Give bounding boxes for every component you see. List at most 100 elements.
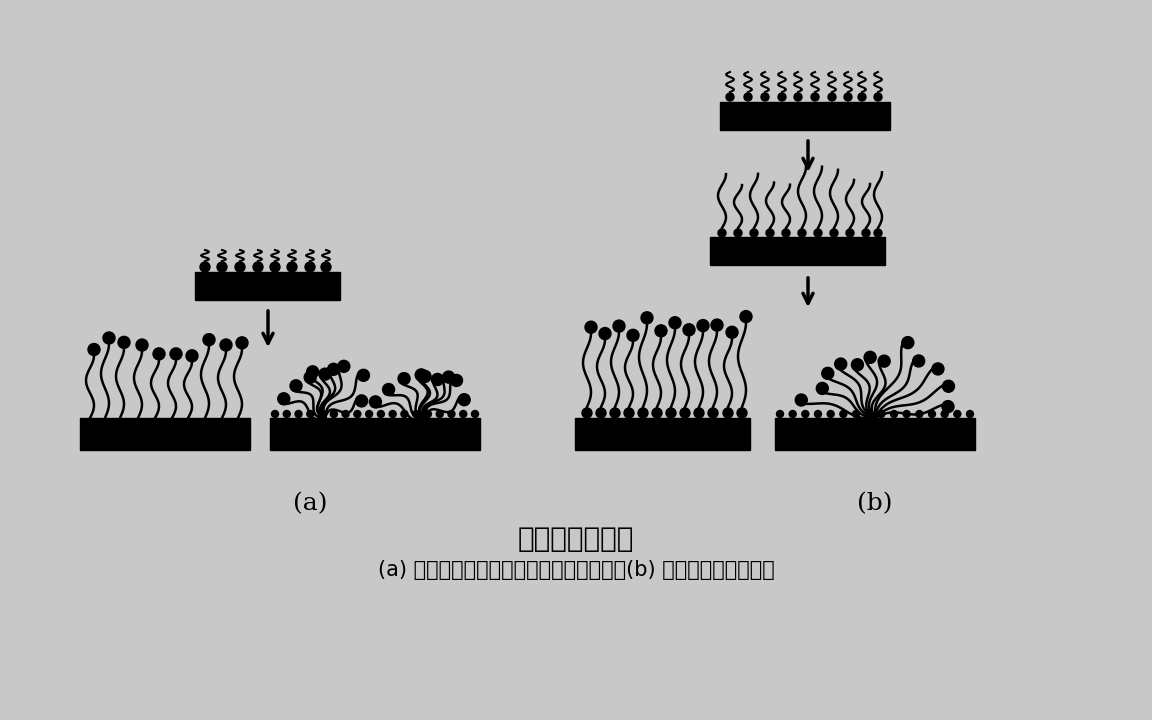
Circle shape [795,394,808,406]
Circle shape [641,312,653,324]
Circle shape [460,410,467,418]
Text: (a): (a) [293,492,327,515]
Circle shape [305,262,314,272]
Circle shape [814,229,823,237]
Circle shape [424,410,432,418]
Circle shape [744,93,752,101]
Circle shape [432,374,444,385]
Bar [270,418,480,450]
Circle shape [331,410,338,418]
Circle shape [835,358,847,370]
Circle shape [761,93,770,101]
Circle shape [382,384,395,395]
Circle shape [890,410,897,418]
Circle shape [916,410,923,418]
Circle shape [624,408,634,418]
Circle shape [458,394,470,406]
Circle shape [378,410,385,418]
Circle shape [740,310,752,323]
Circle shape [967,410,973,418]
Circle shape [638,408,647,418]
Text: (b): (b) [857,492,893,515]
Circle shape [217,262,227,272]
Circle shape [599,328,611,340]
Circle shape [929,410,935,418]
Circle shape [669,317,681,329]
Bar [195,272,340,300]
Circle shape [365,410,372,418]
Circle shape [941,410,948,418]
Circle shape [874,229,882,237]
Circle shape [290,380,302,392]
Circle shape [319,368,331,380]
Circle shape [448,410,455,418]
Circle shape [912,355,925,367]
Circle shape [419,370,431,382]
Circle shape [253,262,263,272]
Circle shape [794,93,802,101]
Circle shape [327,364,340,375]
Circle shape [370,396,381,408]
Circle shape [652,408,662,418]
Circle shape [782,229,790,237]
Circle shape [170,348,182,360]
Circle shape [356,395,367,407]
Bar [575,418,750,450]
Circle shape [306,366,319,378]
Text: 表面活性剂吸附: 表面活性剂吸附 [517,525,635,553]
Circle shape [942,400,954,413]
Circle shape [864,351,877,364]
Circle shape [903,410,910,418]
Circle shape [220,339,232,351]
Circle shape [694,408,704,418]
Circle shape [412,410,419,418]
Circle shape [321,262,331,272]
Circle shape [613,320,626,332]
Circle shape [726,326,738,338]
Circle shape [734,229,742,237]
Circle shape [798,229,806,237]
Circle shape [844,93,852,101]
Circle shape [415,369,427,381]
Text: (a) 非离子表面活性剂碳氢链与表面接触；(b) 极性头端与表面接触: (a) 非离子表面活性剂碳氢链与表面接触；(b) 极性头端与表面接触 [378,560,774,580]
Bar [79,418,250,450]
Circle shape [442,371,455,383]
Circle shape [118,336,130,348]
Circle shape [437,410,444,418]
Circle shape [829,229,838,237]
Circle shape [827,410,834,418]
Circle shape [354,410,361,418]
Bar [775,418,975,450]
Circle shape [697,320,708,332]
Circle shape [878,355,890,367]
Circle shape [737,408,746,418]
Circle shape [817,382,828,395]
Circle shape [655,325,667,337]
Circle shape [776,410,783,418]
Circle shape [851,359,864,371]
Circle shape [389,410,396,418]
Circle shape [342,410,349,418]
Circle shape [932,363,943,375]
Circle shape [683,324,695,336]
Circle shape [902,337,914,348]
Circle shape [865,410,872,418]
Circle shape [203,333,215,346]
Bar [720,102,890,130]
Circle shape [858,93,866,101]
Circle shape [802,410,809,418]
Circle shape [200,262,210,272]
Circle shape [789,410,796,418]
Circle shape [627,329,639,341]
Circle shape [136,339,147,351]
Circle shape [304,372,316,383]
Bar [710,237,885,265]
Circle shape [185,350,198,362]
Circle shape [278,393,290,405]
Circle shape [401,410,408,418]
Circle shape [153,348,165,360]
Circle shape [821,367,834,379]
Circle shape [750,229,758,237]
Circle shape [471,410,478,418]
Circle shape [585,321,597,333]
